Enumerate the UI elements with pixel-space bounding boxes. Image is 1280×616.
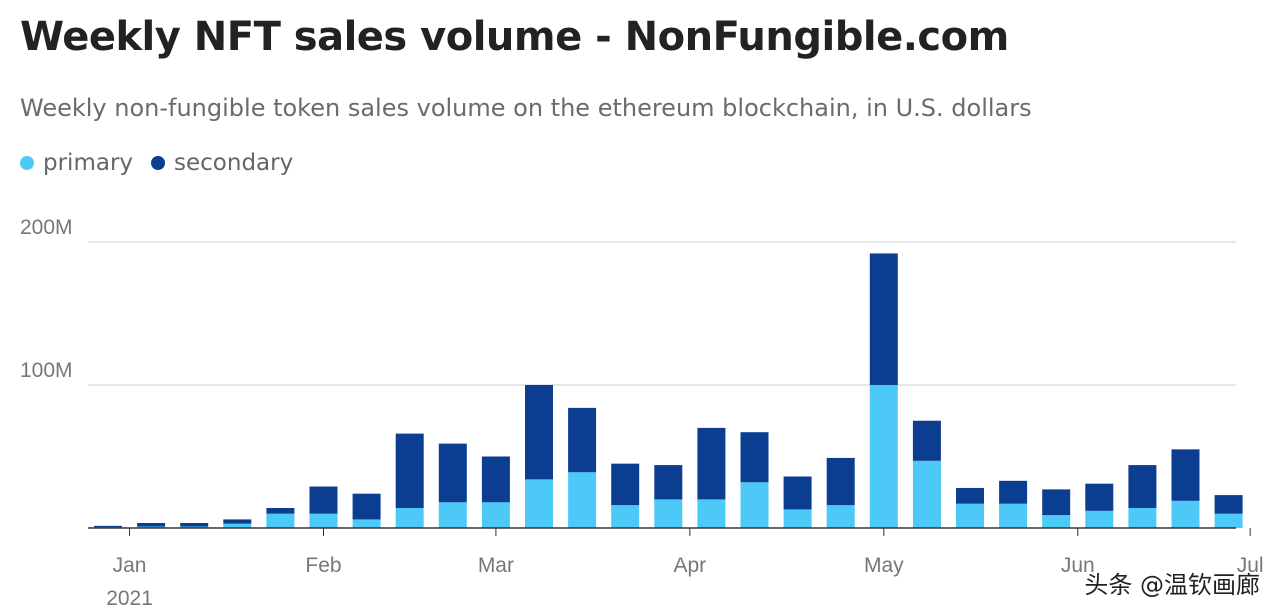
x-tick-label-jan: Jan [113, 554, 147, 577]
bar-secondary-5 [309, 486, 338, 514]
bar-primary-4 [266, 513, 295, 528]
bar-secondary-14 [697, 427, 726, 500]
bar-primary-10 [525, 479, 553, 528]
legend: primary secondary [20, 150, 311, 176]
bar-primary-6 [352, 519, 381, 528]
chart-subtitle: Weekly non-fungible token sales volume o… [20, 94, 1032, 122]
bar-secondary-7 [395, 433, 424, 508]
watermark: 头条 @温钦画廊 [1084, 571, 1260, 599]
x-tick-label-jun: Jun [1061, 554, 1095, 577]
legend-item-primary: primary [20, 150, 133, 176]
bar-primary-22 [1042, 515, 1071, 528]
bar-secondary-16 [783, 476, 812, 510]
x-tick-label-may: May [864, 554, 904, 577]
bar-primary-21 [999, 503, 1028, 528]
bar-secondary-24 [1128, 465, 1157, 508]
bar-secondary-21 [999, 480, 1028, 504]
bar-primary-17 [826, 505, 855, 528]
x-tick-label-apr: Apr [674, 554, 707, 577]
legend-label-secondary: secondary [174, 150, 294, 176]
bar-secondary-1 [137, 522, 166, 527]
bar-primary-19 [912, 460, 941, 528]
legend-item-secondary: secondary [151, 150, 293, 176]
bar-primary-16 [783, 509, 812, 528]
bar-secondary-6 [352, 493, 381, 520]
bar-secondary-23 [1085, 483, 1114, 511]
x-tick-label-feb: Feb [305, 554, 341, 577]
bar-primary-20 [956, 503, 984, 528]
bar-secondary-11 [568, 407, 597, 473]
bar-primary-5 [309, 513, 338, 528]
bar-secondary-4 [266, 507, 295, 514]
bar-primary-15 [740, 482, 769, 528]
bar-secondary-13 [654, 465, 683, 500]
bar-primary-9 [481, 502, 510, 528]
legend-dot-secondary [151, 156, 166, 170]
bar-primary-12 [611, 505, 640, 528]
bar-secondary-19 [912, 420, 941, 461]
x-tick-sublabel-jan: 2021 [106, 587, 153, 610]
bar-secondary-8 [438, 443, 467, 503]
bar-primary-14 [697, 499, 726, 528]
bar-secondary-15 [740, 432, 769, 483]
bar-secondary-18 [869, 253, 898, 385]
bar-primary-13 [654, 499, 683, 528]
legend-label-primary: primary [43, 150, 134, 176]
y-tick-label-200: 200M [20, 216, 73, 239]
bar-primary-11 [568, 472, 597, 528]
bar-secondary-12 [611, 463, 640, 506]
bar-primary-24 [1128, 507, 1157, 528]
bar-secondary-10 [525, 385, 553, 480]
bar-primary-3 [223, 523, 252, 528]
bar-secondary-17 [826, 457, 855, 506]
x-tick-label-mar: Mar [478, 554, 514, 577]
bar-secondary-3 [223, 519, 252, 524]
bar-secondary-25 [1171, 449, 1200, 501]
x-tick-label-jul: Jul [1237, 554, 1264, 577]
bar-primary-7 [395, 507, 424, 528]
bar-secondary-0 [94, 525, 122, 528]
bar-secondary-26 [1214, 495, 1243, 514]
y-tick-label-100: 100M [20, 359, 73, 382]
bar-primary-18 [869, 385, 898, 528]
bar-secondary-9 [481, 456, 510, 503]
bar-secondary-20 [956, 487, 984, 504]
bar-primary-23 [1085, 510, 1114, 528]
bar-primary-25 [1171, 500, 1200, 528]
bar-primary-8 [438, 502, 467, 528]
legend-dot-primary [20, 156, 34, 170]
bar-secondary-2 [180, 522, 209, 527]
chart-title: Weekly NFT sales volume - NonFungible.co… [20, 14, 1009, 60]
bar-secondary-22 [1042, 489, 1071, 516]
bar-primary-26 [1214, 513, 1243, 528]
